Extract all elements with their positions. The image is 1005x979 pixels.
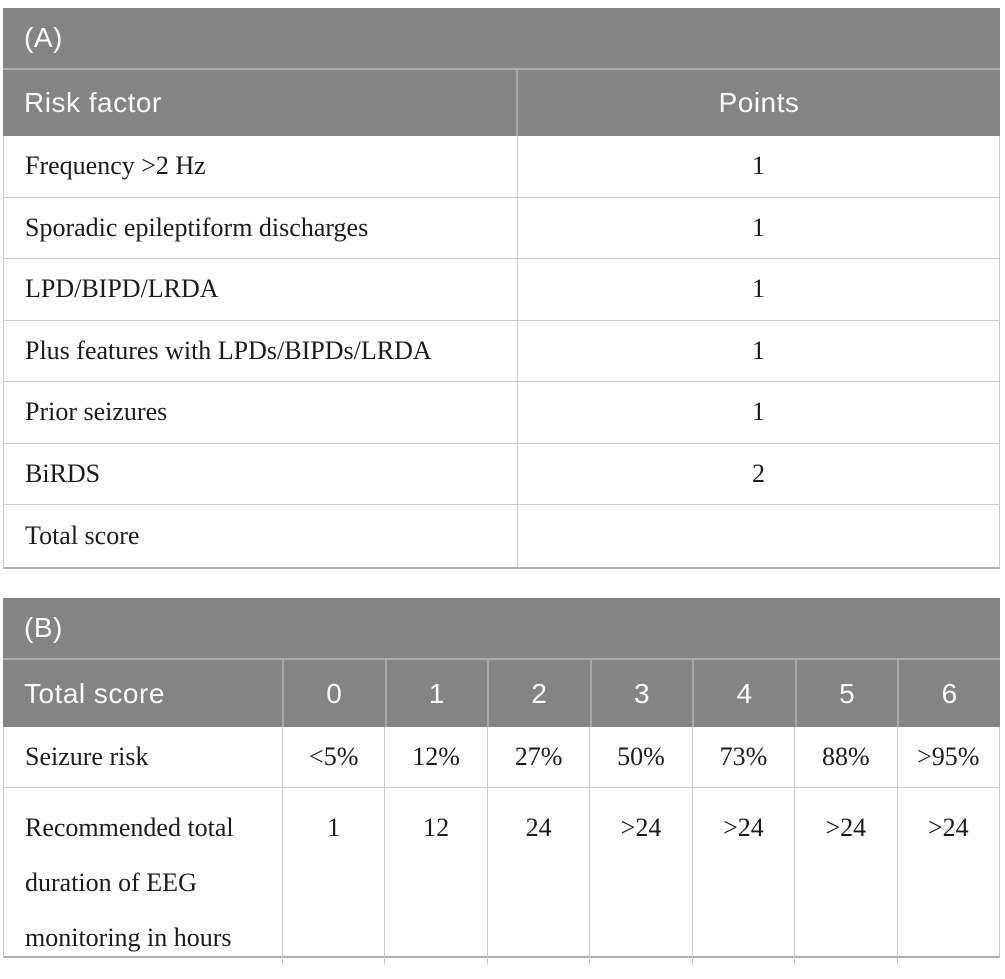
column-header-score-6: 6 bbox=[897, 660, 1000, 727]
table-b-caption-label: (B) bbox=[24, 612, 63, 643]
table-row: Sporadic epileptiform discharges 1 bbox=[4, 197, 999, 259]
column-header-risk-factor: Risk factor bbox=[3, 70, 518, 136]
column-header-total-score: Total score bbox=[24, 677, 165, 709]
seizure-risk-cell: >95% bbox=[896, 727, 999, 787]
column-header-score-5: 5 bbox=[794, 660, 898, 727]
eeg-duration-cell: 1 bbox=[282, 788, 384, 965]
points-cell: 1 bbox=[752, 274, 765, 304]
seizure-risk-cell: 50% bbox=[589, 727, 691, 787]
seizure-risk-cell: 88% bbox=[794, 727, 896, 787]
eeg-duration-cell: 24 bbox=[486, 788, 589, 965]
row-label-cell: Recommended total duration of EEG monito… bbox=[25, 813, 234, 952]
table-a-caption-label: (A) bbox=[24, 22, 63, 53]
risk-factor-cell: Plus features with LPDs/BIPDs/LRDA bbox=[4, 320, 518, 381]
eeg-duration-cell: >24 bbox=[589, 788, 691, 965]
points-cell: 1 bbox=[752, 151, 765, 181]
eeg-duration-cell: >24 bbox=[896, 788, 999, 965]
risk-factor-cell: LPD/BIPD/LRDA bbox=[4, 259, 518, 320]
table-row: LPD/BIPD/LRDA 1 bbox=[4, 259, 999, 321]
table-row-eeg-duration: Recommended total duration of EEG monito… bbox=[4, 788, 999, 965]
column-header-score-1: 1 bbox=[384, 660, 488, 727]
table-b-score-interpretation: (B) Total score 0 1 2 3 4 5 6 Seizure ri… bbox=[3, 598, 1000, 965]
points-cell: 2 bbox=[752, 458, 765, 488]
table-row: Prior seizures 1 bbox=[4, 382, 999, 444]
column-header-points: Points bbox=[718, 87, 800, 118]
points-cell: 1 bbox=[752, 335, 765, 365]
risk-factor-cell: BiRDS bbox=[4, 443, 518, 504]
table-a-caption: (A) bbox=[3, 8, 1000, 70]
risk-factor-cell: Prior seizures bbox=[4, 382, 518, 443]
column-header-score-2: 2 bbox=[487, 660, 590, 727]
seizure-risk-cell: 27% bbox=[486, 727, 589, 787]
table-row: Plus features with LPDs/BIPDs/LRDA 1 bbox=[4, 320, 999, 382]
column-header-score-4: 4 bbox=[692, 660, 795, 727]
table-row: BiRDS 2 bbox=[4, 443, 999, 505]
points-cell: 1 bbox=[752, 212, 765, 242]
risk-factor-cell: Frequency >2 Hz bbox=[4, 136, 518, 197]
seizure-risk-cell: 73% bbox=[691, 727, 794, 787]
table-row: Total score bbox=[4, 505, 999, 567]
risk-factor-cell: Total score bbox=[4, 505, 518, 567]
column-header-score-0: 0 bbox=[282, 660, 385, 727]
table-b-header-row: Total score 0 1 2 3 4 5 6 bbox=[3, 660, 1000, 727]
table-row: Frequency >2 Hz 1 bbox=[4, 136, 999, 198]
seizure-risk-cell: <5% bbox=[282, 727, 384, 787]
points-cell: 1 bbox=[752, 397, 765, 427]
table-row-seizure-risk: Seizure risk <5% 12% 27% 50% 73% 88% >95… bbox=[4, 727, 999, 788]
table-b-body: Seizure risk <5% 12% 27% 50% 73% 88% >95… bbox=[3, 727, 1000, 965]
table-a-risk-factors: (A) Risk factor Points Frequency >2 Hz 1… bbox=[3, 8, 1000, 569]
points-cell bbox=[518, 505, 999, 567]
table-a-body: Frequency >2 Hz 1 Sporadic epileptiform … bbox=[3, 136, 1000, 569]
table-b-caption: (B) bbox=[3, 598, 1000, 660]
eeg-duration-cell: >24 bbox=[691, 788, 794, 965]
column-header-score-3: 3 bbox=[589, 660, 693, 727]
eeg-duration-cell: >24 bbox=[794, 788, 896, 965]
risk-factor-cell: Sporadic epileptiform discharges bbox=[4, 197, 518, 258]
eeg-duration-cell: 12 bbox=[384, 788, 486, 965]
seizure-risk-cell: 12% bbox=[384, 727, 486, 787]
table-a-header-row: Risk factor Points bbox=[3, 70, 1000, 136]
row-label-cell: Seizure risk bbox=[25, 742, 149, 771]
